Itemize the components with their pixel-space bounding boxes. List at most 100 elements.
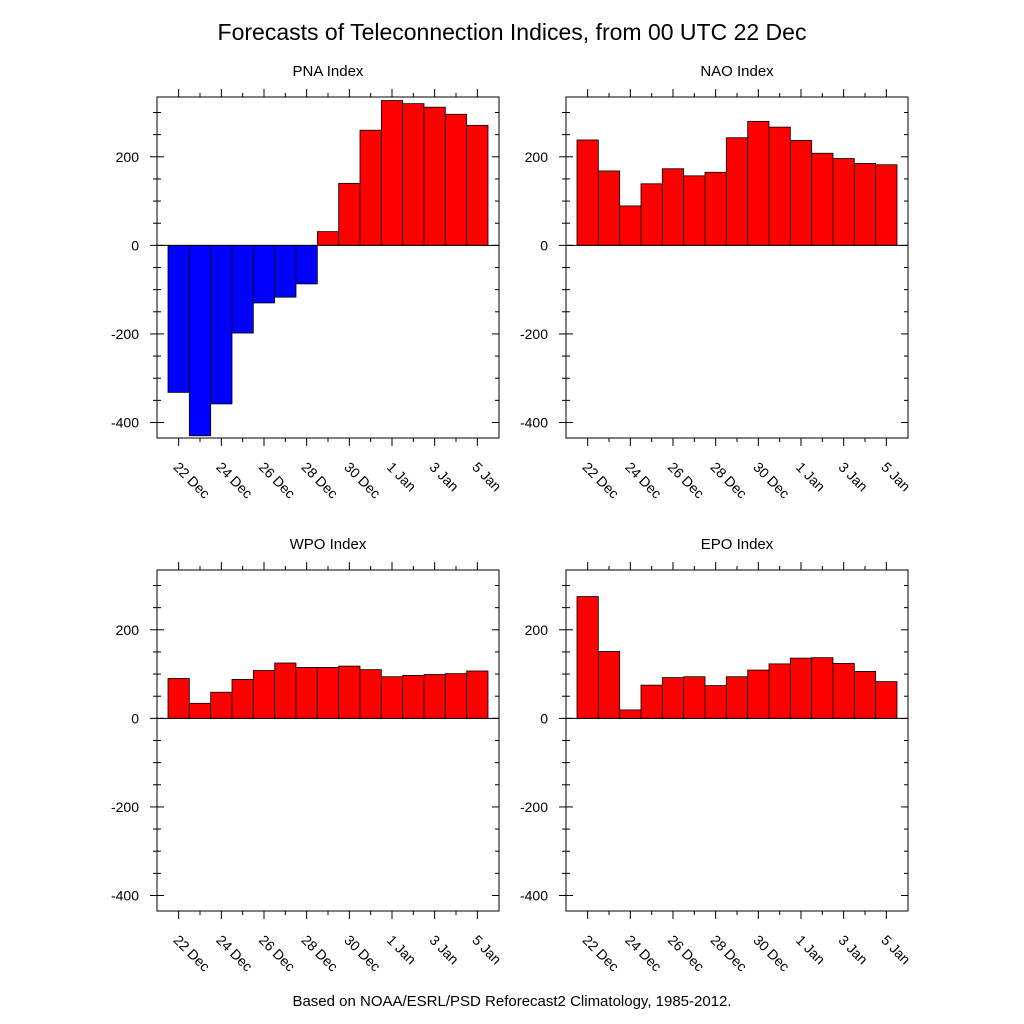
wpo-index-xtick-label: 30 Dec: [341, 932, 384, 975]
nao-index-bar-31-dec: [768, 126, 791, 246]
epo-index-xtick-label: 3 Jan: [836, 932, 872, 968]
pna-index-bar-28-dec: [295, 244, 318, 285]
nao-index-bar-27-dec: [683, 175, 706, 246]
epo-index-bar-26-dec: [661, 677, 685, 719]
wpo-index-bar-31-dec: [359, 669, 382, 719]
nao-index-bar-30-dec: [747, 120, 770, 246]
nao-index-xtick-label: 22 Dec: [580, 459, 623, 502]
epo-index-bar-24-dec: [619, 709, 642, 719]
wpo-index-bar-29-dec: [316, 667, 340, 719]
epo-index-xtick-label: 28 Dec: [708, 932, 751, 975]
wpo-index-ytick-label: 200: [116, 622, 140, 638]
pna-index-bar-26-dec: [252, 244, 276, 304]
wpo-index-bar-30-dec: [338, 665, 361, 719]
epo-index-xtick-label: 5 Jan: [878, 932, 914, 968]
nao-index-title: NAO Index: [700, 63, 774, 80]
wpo-index-xtick-label: 28 Dec: [299, 932, 342, 975]
pna-index-bar-30-dec: [338, 182, 361, 246]
wpo-index-bar-26-dec: [252, 670, 276, 719]
pna-index-xtick-label: 5 Jan: [469, 459, 505, 495]
wpo-index-xtick-label: 26 Dec: [256, 932, 299, 975]
epo-index-title: EPO Index: [701, 536, 774, 553]
epo-index-bar-30-dec: [747, 669, 770, 719]
pna-index-xtick-label: 1 Jan: [384, 459, 420, 495]
nao-index-xtick-label: 28 Dec: [708, 459, 751, 502]
wpo-index-bar-28-dec: [295, 667, 318, 719]
epo-index-xtick-label: 26 Dec: [665, 932, 708, 975]
nao-index-xtick-label: 30 Dec: [750, 459, 793, 502]
nao-index-xtick-label: 5 Jan: [878, 459, 914, 495]
pna-index-ytick-label: -400: [111, 415, 139, 431]
pna-index-xtick-label: 28 Dec: [299, 459, 342, 502]
epo-index-xtick-label: 1 Jan: [793, 932, 829, 968]
pna-index-bar-5-jan: [466, 124, 489, 246]
epo-index-plot-frame: [565, 569, 909, 912]
epo-index-ytick-label: -200: [520, 799, 548, 815]
pna-index-bar-4-jan: [444, 113, 468, 246]
epo-index-ytick-label: 200: [525, 622, 549, 638]
pna-index-bar-23-dec: [188, 244, 212, 437]
epo-index-bar-4-jan: [853, 671, 877, 719]
panel-wpo-index: WPO Index -400 -200 0 200 22 Dec 24 Dec 26 Dec 2…: [111, 536, 505, 974]
epo-index-bar-25-dec: [640, 684, 663, 719]
wpo-index-bar-22-dec: [167, 678, 190, 719]
nao-index-bar-1-jan: [789, 139, 813, 246]
pna-index-bar-27-dec: [274, 244, 297, 298]
pna-index-bar-3-jan: [423, 106, 446, 246]
nao-index-bar-24-dec: [619, 205, 642, 246]
pna-index-ytick-label: 200: [116, 149, 140, 165]
wpo-index-bar-4-jan: [444, 673, 468, 719]
nao-index-bar-4-jan: [853, 163, 877, 246]
wpo-index-title: WPO Index: [290, 536, 367, 553]
nao-index-xtick-label: 26 Dec: [665, 459, 708, 502]
epo-index-bar-23-dec: [597, 651, 621, 719]
wpo-index-bar-3-jan: [423, 674, 446, 719]
wpo-index-bar-25-dec: [231, 678, 254, 719]
epo-index-xtick-label: 22 Dec: [580, 932, 623, 975]
epo-index-xtick-label: 24 Dec: [622, 932, 665, 975]
nao-index-bar-29-dec: [725, 137, 749, 246]
wpo-index-bar-5-jan: [466, 670, 489, 719]
pna-index-xtick-label: 3 Jan: [427, 459, 463, 495]
nao-index-ytick-label: 200: [525, 149, 549, 165]
wpo-index-ytick-label: -200: [111, 799, 139, 815]
panel-pna-index: PNA Index -400 -200 0 200 22 Dec 24 Dec 26 Dec 2…: [111, 63, 505, 501]
nao-index-ytick-label: 0: [540, 237, 548, 253]
figure-title: Forecasts of Teleconnection Indices, fro…: [218, 19, 807, 45]
pna-index-ytick-label: 0: [131, 237, 139, 253]
wpo-index-xtick-label: 1 Jan: [384, 932, 420, 968]
wpo-index-bar-23-dec: [188, 702, 212, 719]
epo-index-xtick-label: 30 Dec: [750, 932, 793, 975]
nao-index-bar-28-dec: [704, 171, 727, 246]
pna-index-bar-2-jan: [402, 103, 425, 246]
pna-index-bar-22-dec: [167, 244, 190, 393]
panel-nao-index: NAO Index -400 -200 0 200 22 Dec 24 Dec 26 Dec 2…: [520, 63, 914, 501]
panel-epo-index: EPO Index -400 -200 0 200 22 Dec 24 Dec 26 Dec 2…: [520, 536, 914, 974]
epo-index-bar-29-dec: [725, 676, 749, 719]
pna-index-title: PNA Index: [293, 63, 364, 80]
wpo-index-bar-2-jan: [402, 675, 425, 719]
epo-index-bar-27-dec: [683, 676, 706, 719]
pna-index-xtick-label: 22 Dec: [171, 459, 214, 502]
figure-footer: Based on NOAA/ESRL/PSD Reforecast2 Clima…: [292, 993, 731, 1010]
epo-index-ytick-label: -400: [520, 888, 548, 904]
wpo-index-xtick-label: 24 Dec: [213, 932, 256, 975]
pna-index-xtick-label: 24 Dec: [213, 459, 256, 502]
epo-index-bar-1-jan: [789, 657, 813, 719]
epo-index-ytick-label: 0: [540, 710, 548, 726]
pna-index-bar-1-jan: [380, 100, 404, 246]
wpo-index-bar-1-jan: [380, 676, 404, 719]
wpo-index-bar-24-dec: [210, 691, 233, 719]
pna-index-ytick-label: -200: [111, 326, 139, 342]
epo-index-bar-31-dec: [768, 663, 791, 719]
nao-index-bar-25-dec: [640, 183, 663, 246]
epo-index-bar-5-jan: [875, 681, 898, 719]
nao-index-bar-26-dec: [661, 168, 685, 246]
epo-index-bar-22-dec: [576, 596, 599, 719]
wpo-index-xtick-label: 5 Jan: [469, 932, 505, 968]
epo-index-bar-3-jan: [832, 663, 855, 719]
nao-index-bar-2-jan: [811, 152, 834, 246]
wpo-index-xtick-label: 3 Jan: [427, 932, 463, 968]
nao-index-bar-23-dec: [597, 170, 621, 246]
